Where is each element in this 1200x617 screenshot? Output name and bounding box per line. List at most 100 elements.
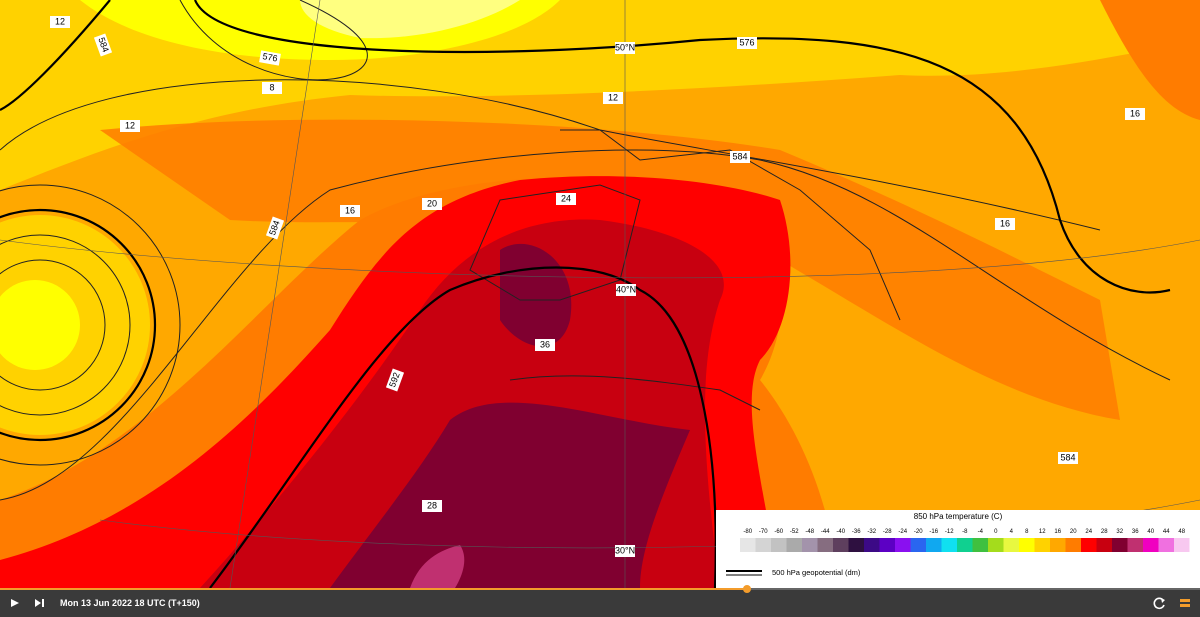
contour-label: 28 — [422, 500, 442, 512]
legend-swatch — [1096, 538, 1112, 552]
contour-label-bg — [1125, 108, 1145, 120]
contour-label-text: 28 — [427, 500, 437, 510]
contour-label-bg — [615, 545, 635, 557]
contour-label: 576 — [737, 37, 757, 49]
contour-label-bg — [340, 205, 360, 217]
legend-tick-label: 24 — [1085, 529, 1092, 535]
contour — [0, 234, 131, 416]
loop-button[interactable] — [1153, 596, 1167, 610]
contour-label-text: 24 — [561, 193, 571, 203]
contour-label: 24 — [556, 193, 576, 205]
legend-swatch — [740, 538, 756, 552]
legend-swatch — [817, 538, 833, 552]
step-button[interactable] — [32, 596, 46, 610]
legend-tick-label: 44 — [1163, 529, 1170, 535]
contour-label-text: 584 — [732, 151, 747, 161]
parallel — [0, 239, 1200, 279]
progress-knob[interactable] — [743, 585, 751, 593]
contour-label-text: 8 — [269, 82, 274, 92]
contour — [0, 259, 106, 391]
contour-label-bg — [730, 151, 750, 163]
contour-label: 584 — [265, 216, 285, 240]
legend-swatch — [864, 538, 880, 552]
legend-swatch — [957, 538, 973, 552]
legend-tick-label: -16 — [929, 529, 938, 535]
contour-label: 584 — [1058, 452, 1078, 464]
contour-label: 16 — [340, 205, 360, 217]
legend-tick-label: 32 — [1116, 529, 1123, 535]
legend-swatch — [802, 538, 818, 552]
contour-label-text: 30°N — [615, 545, 635, 555]
contour-label-bg — [422, 500, 442, 512]
contour-label-bg — [422, 198, 442, 210]
legend-tick-label: -20 — [914, 529, 923, 535]
contour-label: 50°N — [615, 42, 635, 54]
legend-tick-label: 0 — [994, 529, 998, 535]
contour-label-bg — [265, 216, 285, 240]
legend-swatch — [1050, 538, 1066, 552]
contour-label-bg — [385, 368, 405, 392]
low-core — [0, 280, 80, 370]
contour-label: 584 — [93, 33, 113, 57]
field-orange — [1100, 0, 1200, 120]
play-button[interactable] — [8, 596, 22, 610]
contour-label: 30°N — [615, 545, 635, 557]
field-pink — [410, 545, 465, 588]
contour-584 — [0, 0, 111, 111]
contour-label-text: 16 — [1000, 218, 1010, 228]
contour-label-bg — [50, 16, 70, 28]
legend-swatch — [771, 538, 787, 552]
legend-tick-label: 48 — [1178, 529, 1185, 535]
contour-label-text: 50°N — [615, 42, 635, 52]
contour-label-bg — [995, 218, 1015, 230]
legend-swatch — [1174, 538, 1190, 552]
contour-low — [0, 208, 157, 442]
legend-tick-label: -36 — [852, 529, 861, 535]
contour — [179, 0, 368, 81]
legend-swatch — [1112, 538, 1128, 552]
contour-label-text: 12 — [125, 120, 135, 130]
contour-label-text: 20 — [427, 198, 437, 208]
field-orange-band — [100, 119, 1120, 420]
valid-time: Mon 13 Jun 2022 18 UTC (T+150) — [60, 598, 200, 608]
contour-label: 20 — [422, 198, 442, 210]
legend-tick-label: 16 — [1054, 529, 1061, 535]
contour-label: 8 — [262, 82, 282, 94]
legend-tick-label: -28 — [883, 529, 892, 535]
legend-tick-label: 12 — [1039, 529, 1046, 535]
contour-labels: 12 584 576 8 12 576 50°N 12 584 584 16 20 24 40°N 36 59… — [50, 16, 1145, 557]
contour-label-text: 16 — [345, 205, 355, 215]
legend-title: 850 hPa temperature (C) — [914, 512, 1003, 521]
contour-label: 16 — [995, 218, 1015, 230]
legend-tick-label: -48 — [805, 529, 814, 535]
contour-label-bg — [93, 33, 113, 57]
legend-tick-label: -60 — [774, 529, 783, 535]
contour-label: 36 — [535, 339, 555, 351]
layers-button[interactable] — [1178, 596, 1192, 610]
legend-swatch — [1143, 538, 1159, 552]
contour-label-text: 584 — [267, 219, 282, 237]
legend-tick-label: -24 — [898, 529, 907, 535]
contour-label: 584 — [730, 151, 750, 163]
legend-tick-label: 8 — [1025, 529, 1029, 535]
contour-label-bg — [737, 37, 757, 49]
graticule — [0, 0, 1200, 588]
contour-label-bg — [615, 42, 635, 54]
progress-bar — [0, 588, 748, 590]
contour-label-text: 576 — [262, 51, 279, 63]
legend-swatch — [1034, 538, 1050, 552]
contour-label: 12 — [603, 92, 623, 104]
legend-swatch — [910, 538, 926, 552]
meridian — [229, 0, 321, 588]
legend-tick-label: 40 — [1147, 529, 1154, 535]
legend-tick-label: -44 — [821, 529, 830, 535]
legend-swatch — [972, 538, 988, 552]
legend-swatch — [1127, 538, 1143, 552]
map: 12 584 576 8 12 576 50°N 12 584 584 16 20 24 40°N 36 59… — [0, 0, 1200, 588]
legend-tick-label: -40 — [836, 529, 845, 535]
contour-label: 576 — [259, 50, 281, 66]
contour-label-text: 16 — [1130, 108, 1140, 118]
legend: 850 hPa temperature (C) 500 hPa geopoten… — [716, 510, 1200, 588]
contour-label-text: 584 — [1060, 452, 1075, 462]
